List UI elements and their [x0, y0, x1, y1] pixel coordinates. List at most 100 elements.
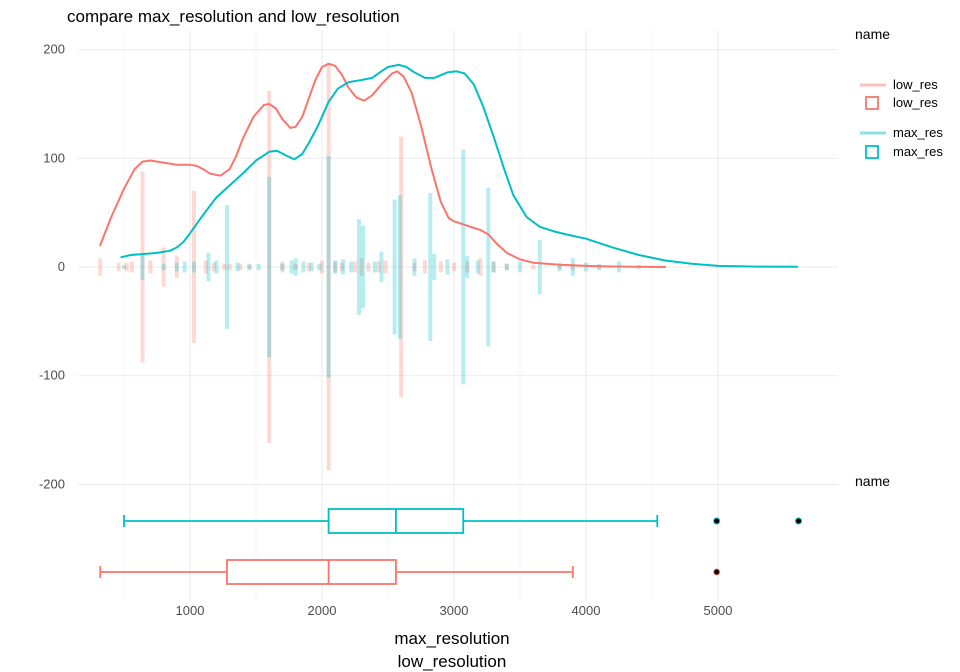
strip-mark-low_res — [320, 260, 324, 274]
legend-label-max_res: max_res — [893, 125, 943, 140]
strip-mark-low_res — [280, 261, 285, 273]
strip-mark-low_res — [339, 262, 344, 272]
strip-mark-max_res — [280, 263, 285, 271]
x-tick-label: 5000 — [704, 603, 733, 618]
outlier-point-low_res — [713, 568, 721, 576]
strip-mark-max_res — [289, 260, 294, 274]
strip-mark-max_res — [326, 156, 331, 378]
strip-mark-max_res — [214, 260, 219, 274]
strip-mark-low_res — [452, 262, 456, 272]
strip-mark-low_res — [465, 261, 470, 273]
strip-mark-max_res — [267, 176, 272, 358]
strip-mark-max_res — [379, 251, 384, 283]
strip-mark-max_res — [206, 252, 211, 282]
strip-mark-low_res — [98, 258, 103, 276]
strip-mark-max_res — [412, 258, 417, 276]
outlier-point-max_res — [713, 517, 721, 525]
gridlines — [78, 30, 838, 600]
density-curves — [99, 62, 799, 268]
strip-mark-max_res — [486, 187, 491, 347]
y-tick-label: -200 — [39, 476, 65, 491]
strip-mark-low_res — [203, 260, 208, 274]
legend-label-low_res: low_res — [893, 95, 938, 110]
strip-mark-low_res — [148, 260, 153, 274]
strip-mark-low_res — [174, 256, 179, 278]
strip-mark-low_res — [116, 262, 121, 272]
strip-mark-low_res — [129, 261, 134, 273]
strip-mark-max_res — [461, 149, 466, 385]
strip-mark-max_res — [360, 225, 365, 309]
y-tick-label: 0 — [58, 259, 65, 274]
strip-mark-max_res — [475, 260, 480, 274]
strip-mark-low_res — [399, 136, 404, 398]
legend-label-max_res: max_res — [893, 144, 943, 159]
strip-mark-low_res — [222, 263, 227, 271]
strip-mark-low_res — [383, 260, 388, 274]
strip-mark-low_res — [504, 263, 509, 271]
x-tick-label: 1000 — [176, 603, 205, 618]
strip-mark-max_res — [584, 262, 588, 272]
strip-mark-low_res — [333, 261, 338, 273]
y-tick-labels: 200 100 0 -100 -200 — [39, 42, 65, 492]
density-line-low_res — [99, 62, 667, 268]
strip-mark-max_res — [191, 261, 196, 273]
legend-title-bottom: name — [855, 473, 890, 489]
y-tick-label: -100 — [39, 368, 65, 383]
strip-mark-low_res — [491, 261, 496, 273]
strip-mark-max_res — [537, 239, 542, 295]
strip-mark-max_res — [235, 262, 240, 272]
strip-mark-low_res — [293, 263, 298, 271]
strip-mark-low_res — [353, 261, 357, 273]
strip-marks — [98, 63, 654, 471]
strip-mark-max_res — [182, 261, 187, 273]
strip-mark-max_res — [161, 263, 166, 271]
chart-title: compare max_resolution and low_resolutio… — [67, 7, 400, 26]
strip-mark-max_res — [317, 263, 322, 271]
strip-mark-max_res — [356, 219, 361, 315]
legend-key-box-max_res — [865, 145, 879, 159]
strip-mark-low_res — [376, 261, 381, 273]
x-tick-label: 3000 — [440, 603, 469, 618]
strip-mark-max_res — [224, 205, 229, 329]
x-axis-title-top: max_resolution — [394, 629, 509, 648]
strip-mark-low_res — [412, 262, 417, 272]
strip-mark-low_res — [438, 261, 443, 273]
strip-mark-low_res — [124, 262, 129, 272]
strip-mark-max_res — [465, 256, 470, 278]
strip-mark-low_res — [247, 264, 252, 270]
box-low_res — [226, 559, 397, 585]
strip-mark-max_res — [397, 195, 402, 339]
strip-mark-max_res — [256, 263, 261, 271]
strip-mark-max_res — [392, 199, 397, 335]
x-tick-labels: 1000 2000 3000 4000 5000 — [176, 603, 733, 618]
density-line-max_res — [120, 63, 799, 268]
legend-title-top: name — [855, 26, 890, 42]
strip-mark-max_res — [557, 262, 562, 272]
legend-label-low_res: low_res — [893, 77, 938, 92]
strip-mark-low_res — [227, 263, 232, 271]
strip-mark-low_res — [570, 263, 575, 271]
strip-mark-low_res — [191, 190, 196, 344]
strip-mark-low_res — [359, 258, 364, 276]
strip-mark-low_res — [478, 258, 483, 276]
outlier-point-max_res — [795, 517, 803, 525]
strip-mark-low_res — [557, 264, 562, 270]
strip-mark-max_res — [301, 261, 306, 273]
strip-mark-max_res — [309, 262, 314, 272]
legend-key-box-low_res — [865, 96, 879, 110]
strip-mark-max_res — [140, 253, 145, 281]
strip-mark-low_res — [326, 63, 331, 471]
y-tick-label: 100 — [43, 150, 65, 165]
strip-mark-max_res — [432, 253, 437, 281]
strip-mark-max_res — [445, 259, 450, 275]
strip-mark-max_res — [293, 258, 298, 276]
strip-mark-low_res — [366, 262, 371, 272]
strip-mark-low_res — [211, 262, 216, 272]
strip-mark-max_res — [428, 193, 433, 341]
strip-mark-low_res — [422, 260, 427, 274]
strip-mark-max_res — [341, 259, 346, 275]
x-tick-label: 4000 — [572, 603, 601, 618]
strip-mark-max_res — [349, 261, 354, 273]
strip-mark-low_res — [161, 247, 166, 287]
